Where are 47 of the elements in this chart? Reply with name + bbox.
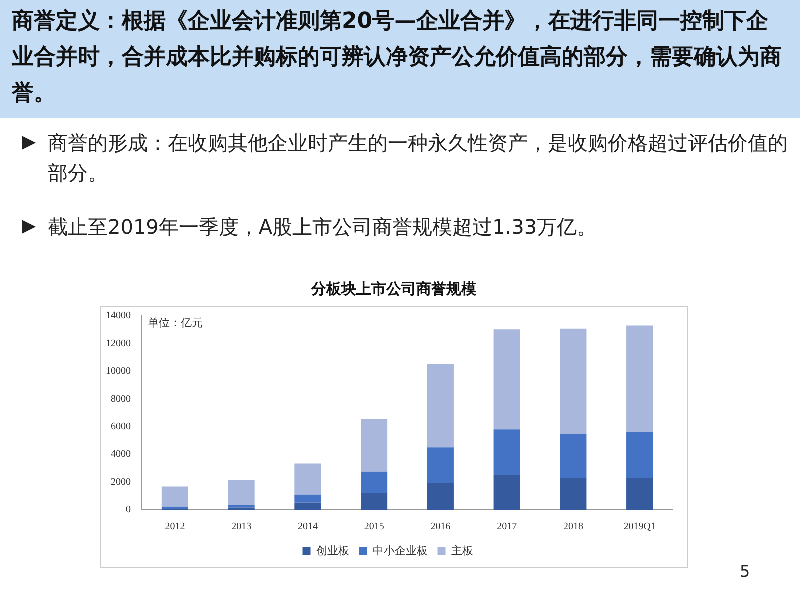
y-tick-label: 2000 (111, 476, 131, 488)
x-tick-label: 2018 (563, 522, 584, 533)
legend-label: 创业板 (316, 544, 350, 558)
x-tick-label: 2014 (298, 522, 318, 533)
bar (228, 480, 255, 506)
legend-label: 中小企业板 (372, 544, 428, 558)
bar (361, 493, 388, 510)
bar (560, 434, 587, 478)
legend-label: 主板 (451, 544, 474, 558)
x-tick-label: 2012 (165, 522, 186, 533)
text: 5 (740, 562, 750, 581)
bar (560, 478, 587, 510)
y-tick-label: 6000 (111, 421, 131, 432)
bar (294, 494, 322, 503)
bar (361, 419, 388, 472)
y-tick-label: 0 (126, 504, 131, 516)
bar (427, 484, 454, 510)
bar (626, 432, 654, 479)
bar (162, 506, 188, 510)
annotation: 单位：亿元 (148, 316, 203, 330)
y-tick-label: 8000 (111, 394, 131, 405)
bar (494, 330, 520, 430)
x-tick-label: 2016 (430, 522, 451, 533)
bar (228, 505, 255, 508)
x-tick-label: 2013 (232, 522, 252, 533)
bar (361, 472, 388, 494)
y-tick-label: 10000 (106, 366, 131, 378)
text: 商誉的形成：在收购其他企业时产生的一种永久性资产，是收购价格超过评估价值的部分。 (48, 130, 789, 187)
y-tick-label: 12000 (106, 338, 131, 350)
chart-title: 分板块上市公司商誉规模 (310, 280, 478, 299)
bar (626, 478, 654, 510)
text: 截止至2019年一季度，A股上市公司商誉规模超过1.33万亿。 (48, 214, 598, 241)
bar (427, 448, 454, 484)
bar (626, 326, 654, 433)
bar (494, 430, 520, 476)
x-tick-label: 2015 (364, 522, 384, 533)
bar (427, 364, 454, 448)
x-tick-label: 2019Q1 (624, 522, 656, 533)
bar (560, 328, 587, 434)
y-tick-label: 4000 (111, 449, 131, 460)
bar (294, 464, 322, 495)
bar (294, 502, 322, 510)
bar (162, 486, 188, 507)
x-tick-label: 2017 (497, 522, 518, 533)
y-tick-label: 14000 (106, 310, 131, 322)
bar (494, 475, 520, 510)
text: 商誉定义：根据《企业会计准则第20号—企业合并》，在进行非同一控制下企业合并时，合并成本比并购标的可辨认净资产公允价值高的部分，需要确认为商誉。 (0, 0, 800, 118)
